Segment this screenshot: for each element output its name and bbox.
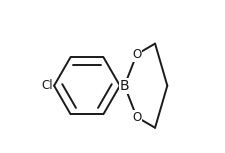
Text: O: O (131, 48, 141, 61)
Text: B: B (119, 79, 129, 93)
Text: O: O (131, 111, 141, 123)
Text: Cl: Cl (41, 79, 52, 92)
